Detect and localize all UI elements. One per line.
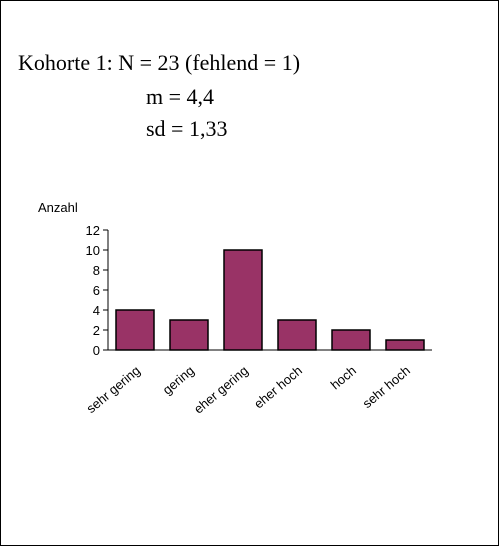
bar (277, 319, 317, 351)
y-tick-label: 2 (93, 323, 100, 338)
y-tick-label: 12 (86, 223, 100, 238)
annotation: sd = 1,33 (146, 116, 227, 141)
bar (385, 339, 425, 351)
y-tick-label: 4 (93, 303, 100, 318)
annotation: Kohorte 1: N = 23 (fehlend = 1) (18, 50, 300, 75)
bar (115, 309, 155, 351)
y-tick-label: 0 (93, 343, 100, 358)
y-tick-label: 8 (93, 263, 100, 278)
annotation: m = 4,4 (146, 84, 214, 109)
y-tick-label: 6 (93, 283, 100, 298)
y-tick-label: 10 (86, 243, 100, 258)
bar (223, 249, 263, 351)
bar (331, 329, 371, 351)
y-axis-label: Anzahl (38, 200, 78, 215)
bar (169, 319, 209, 351)
